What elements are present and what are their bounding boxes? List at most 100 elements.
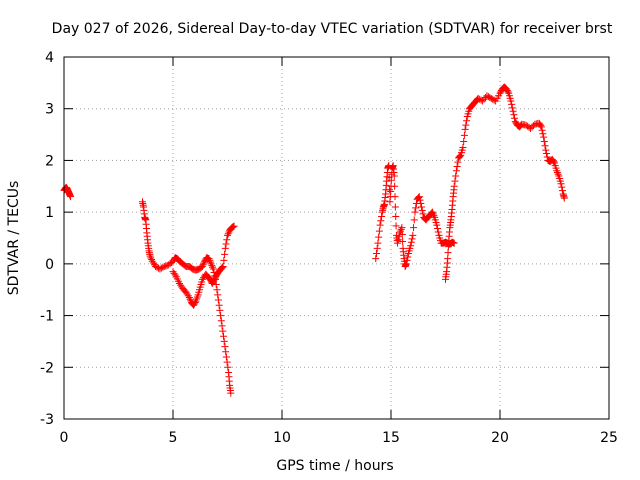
data-point: [509, 107, 517, 115]
data-point: [374, 239, 382, 247]
data-point: [217, 312, 225, 320]
data-point: [474, 94, 482, 102]
data-point: [217, 317, 225, 325]
data-point: [229, 223, 237, 231]
data-point: [411, 208, 419, 216]
gridlines: [64, 57, 609, 419]
data-point: [160, 262, 168, 270]
data-point: [510, 111, 518, 119]
x-tick-label: 5: [169, 430, 178, 446]
data-point: [398, 224, 406, 232]
data-point: [207, 260, 215, 268]
data-point: [537, 123, 545, 131]
data-point: [199, 261, 207, 269]
data-point: [416, 196, 424, 204]
data-point: [215, 301, 223, 309]
data-point: [412, 204, 420, 212]
data-point: [375, 233, 383, 241]
y-tick-label: 0: [45, 257, 54, 273]
data-point: [429, 210, 437, 218]
data-point: [489, 95, 497, 103]
data-point: [433, 221, 441, 229]
data-point: [407, 242, 415, 250]
data-point: [152, 262, 160, 270]
data-point: [219, 262, 227, 270]
data-point: [560, 194, 568, 202]
plot-frame: [63, 56, 610, 420]
data-point: [392, 222, 400, 230]
data-point: [486, 94, 494, 102]
y-tick-label: 4: [45, 50, 54, 66]
data-point: [391, 193, 399, 201]
data-point: [450, 239, 458, 247]
data-point: [387, 176, 395, 184]
data-point: [375, 227, 383, 235]
y-tick-label: 2: [45, 153, 54, 169]
data-point: [430, 212, 438, 220]
data-point: [543, 150, 551, 158]
data-point: [218, 322, 226, 330]
data-point: [216, 306, 224, 314]
data-point: [455, 153, 463, 161]
data-point: [540, 137, 548, 145]
data-point: [415, 193, 423, 201]
data-point: [206, 258, 214, 266]
data-point: [452, 172, 460, 180]
data-point: [404, 253, 412, 261]
y-tick-label: -2: [40, 360, 54, 376]
data-point: [372, 250, 380, 258]
data-point: [540, 133, 548, 141]
y-tick-label: 3: [45, 102, 54, 118]
data-point: [397, 225, 405, 233]
data-point: [451, 177, 459, 185]
data-point: [554, 170, 562, 178]
data-point: [419, 210, 427, 218]
data-point: [227, 389, 235, 397]
data-point: [452, 167, 460, 175]
data-point: [456, 152, 464, 160]
data-point: [417, 200, 425, 208]
data-point: [484, 93, 492, 101]
data-point: [221, 244, 229, 252]
data-point: [218, 264, 226, 272]
data-point: [221, 250, 229, 258]
data-point: [479, 97, 487, 105]
data-point: [378, 212, 386, 220]
y-tick-label: 1: [45, 205, 54, 221]
data-point: [398, 231, 406, 239]
data-point: [460, 131, 468, 139]
data-point: [399, 237, 407, 245]
data-point: [516, 122, 524, 130]
data-point: [428, 208, 436, 216]
data-point: [477, 96, 485, 104]
data-point: [390, 172, 398, 180]
data-point: [410, 224, 418, 232]
data-point: [454, 158, 462, 166]
data-point: [463, 117, 471, 125]
data-point: [156, 265, 164, 273]
data-point: [220, 332, 228, 340]
data-point: [218, 263, 226, 271]
data-point: [186, 295, 194, 303]
data-point: [230, 222, 238, 230]
data-point: [185, 293, 193, 301]
data-point: [224, 231, 231, 239]
data-point: [213, 286, 221, 294]
data-point: [219, 327, 227, 335]
data-point: [461, 125, 469, 133]
data-point: [459, 144, 467, 151]
data-point: [542, 146, 550, 154]
data-point: [391, 203, 399, 211]
data-point: [222, 240, 230, 248]
data-point: [396, 227, 404, 235]
data-point: [171, 271, 179, 279]
data-point: [453, 162, 461, 170]
data-point: [394, 239, 402, 247]
data-point: [222, 348, 230, 356]
data-point: [373, 244, 381, 252]
data-point: [147, 254, 155, 262]
data-point: [162, 262, 170, 270]
y-tick-label: -3: [40, 412, 54, 428]
data-point: [191, 298, 199, 306]
